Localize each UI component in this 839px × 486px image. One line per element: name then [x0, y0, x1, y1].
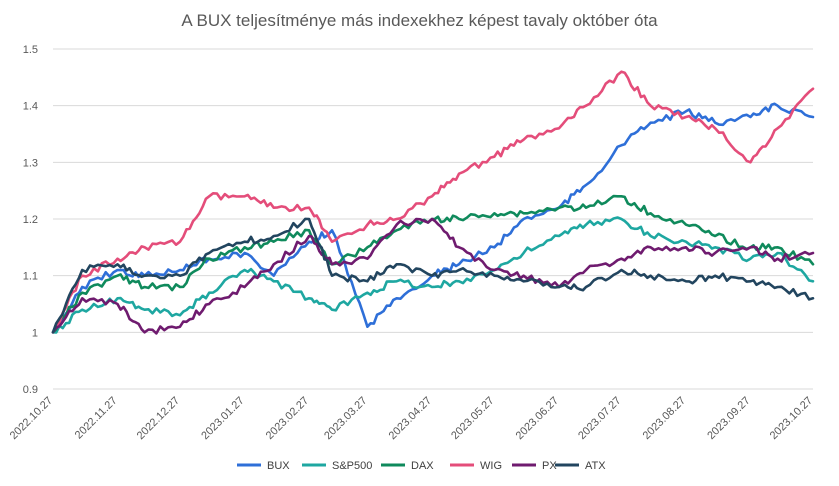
- x-tick-label: 2023.03.27: [322, 395, 369, 442]
- x-tick-label: 2023.08.27: [641, 395, 688, 442]
- legend-label-dax: DAX: [411, 460, 434, 472]
- x-tick-label: 2023.09.27: [705, 395, 752, 442]
- legend: BUX S&P500 DAX WIG PX ATX: [237, 460, 606, 472]
- x-axis-ticks: 2022.10.27 2022.11.27 2022.12.27 2023.01.27…: [8, 395, 815, 442]
- series-line-s-p500: [51, 216, 815, 334]
- legend-label-bux: BUX: [267, 460, 290, 472]
- legend-label-atx: ATX: [585, 460, 606, 472]
- x-tick-label: 2022.10.27: [8, 395, 55, 442]
- y-tick-label: 1.2: [23, 214, 38, 226]
- x-tick-label: 2022.12.27: [135, 395, 182, 442]
- x-tick-label: 2023.07.27: [576, 395, 623, 442]
- series-line-px: [51, 217, 815, 335]
- x-tick-label: 2022.11.27: [73, 395, 120, 442]
- y-tick-label: 1.3: [23, 157, 38, 169]
- legend-label-s-p500: S&P500: [332, 460, 372, 472]
- x-tick-label: 2023.01.27: [199, 395, 246, 442]
- series-line-atx: [51, 217, 815, 334]
- x-tick-label: 2023.02.27: [264, 395, 311, 442]
- chart-title: A BUX teljesítménye más indexekhez képes…: [181, 11, 658, 30]
- x-tick-label: 2023.05.27: [449, 395, 496, 442]
- series-line-wig: [51, 70, 815, 334]
- y-axis-ticks: 0.9 1 1.1 1.2 1.3 1.4 1.5: [23, 44, 38, 396]
- y-tick-label: 1: [32, 327, 38, 339]
- x-tick-label: 2023.10.27: [768, 395, 815, 442]
- legend-label-px: PX: [542, 460, 557, 472]
- legend-label-wig: WIG: [480, 460, 502, 472]
- y-tick-label: 0.9: [23, 384, 38, 396]
- y-tick-label: 1.1: [23, 271, 38, 283]
- series-lines: [51, 70, 815, 335]
- y-tick-label: 1.5: [23, 44, 38, 56]
- x-tick-label: 2023.04.27: [387, 395, 434, 442]
- x-tick-label: 2023.06.27: [514, 395, 561, 442]
- y-tick-label: 1.4: [23, 101, 38, 113]
